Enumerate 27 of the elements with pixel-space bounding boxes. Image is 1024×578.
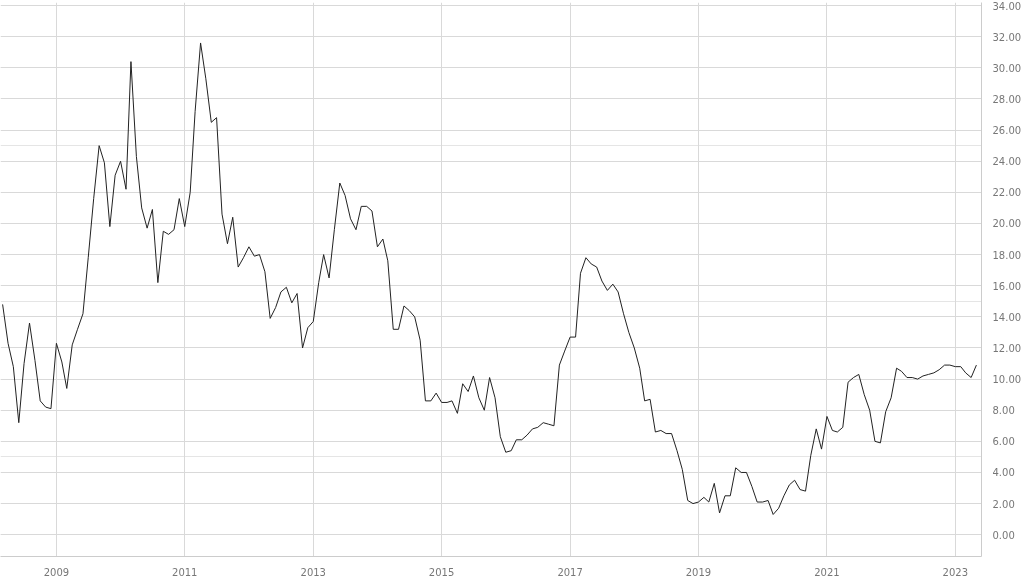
x-tick-label: 2015 [428, 566, 455, 578]
x-tick-label: 2023 [942, 566, 969, 578]
y-tick-label: 16.00 [992, 280, 1022, 292]
y-tick-label: 24.00 [992, 156, 1022, 168]
y-tick-label: 6.00 [992, 436, 1015, 448]
y-tick-label: 8.00 [992, 405, 1015, 417]
y-tick-label: 26.00 [992, 125, 1022, 137]
x-tick-label: 2017 [557, 566, 583, 578]
y-tick-label: 30.00 [992, 62, 1022, 74]
x-tick-label: 2013 [300, 566, 326, 578]
line-series [2, 42, 977, 515]
x-tick-label: 2019 [685, 566, 712, 578]
y-tick-label: 14.00 [992, 311, 1022, 323]
x-tick-label: 2011 [172, 566, 198, 578]
y-tick-label: 10.00 [992, 374, 1022, 386]
y-tick-label: 12.00 [992, 342, 1022, 354]
y-tick-label: 20.00 [992, 218, 1022, 230]
y-tick-label: 0.00 [992, 529, 1015, 541]
y-tick-label: 4.00 [992, 467, 1015, 479]
y-tick-label: 22.00 [992, 187, 1022, 199]
y-tick-label: 34.00 [992, 0, 1022, 12]
x-tick-label: 2021 [814, 566, 840, 578]
y-tick-label: 2.00 [992, 498, 1015, 510]
x-tick-label: 2009 [43, 566, 70, 578]
y-tick-label: 28.00 [992, 93, 1022, 105]
y-tick-label: 32.00 [992, 31, 1022, 43]
y-tick-label: 18.00 [992, 249, 1022, 261]
